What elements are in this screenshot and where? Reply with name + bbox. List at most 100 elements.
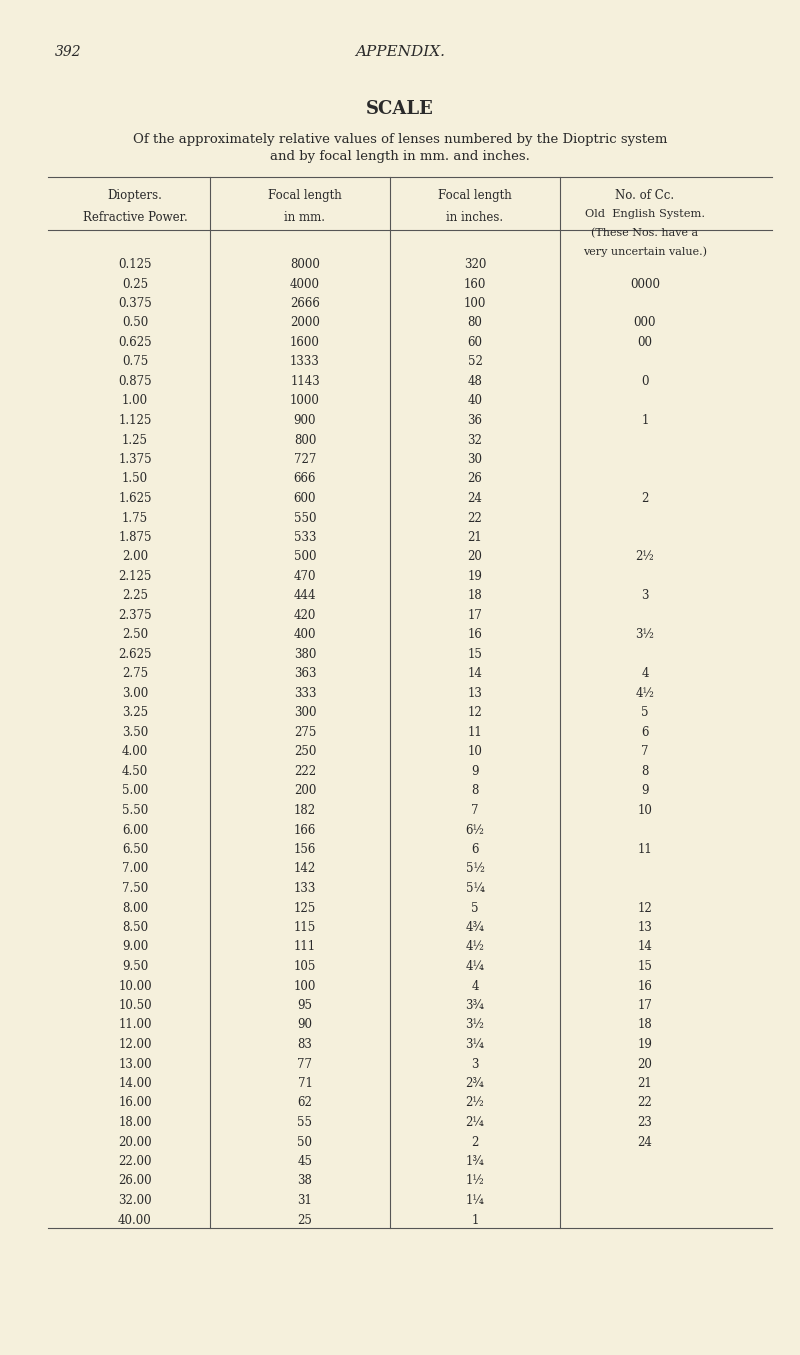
Text: Of the approximately relative values of lenses numbered by the Dioptric system: Of the approximately relative values of … bbox=[133, 133, 667, 146]
Text: 666: 666 bbox=[294, 473, 316, 485]
Text: 1¾: 1¾ bbox=[466, 1154, 484, 1168]
Text: 11: 11 bbox=[468, 726, 482, 738]
Text: 10: 10 bbox=[467, 745, 482, 759]
Text: 20.00: 20.00 bbox=[118, 1135, 152, 1149]
Text: 1½: 1½ bbox=[466, 1175, 484, 1187]
Text: 550: 550 bbox=[294, 511, 316, 524]
Text: 11.00: 11.00 bbox=[118, 1019, 152, 1031]
Text: 533: 533 bbox=[294, 531, 316, 543]
Text: 1.375: 1.375 bbox=[118, 453, 152, 466]
Text: 6: 6 bbox=[471, 843, 478, 856]
Text: 275: 275 bbox=[294, 726, 316, 738]
Text: 2000: 2000 bbox=[290, 317, 320, 329]
Text: 1.50: 1.50 bbox=[122, 473, 148, 485]
Text: 4: 4 bbox=[642, 668, 649, 680]
Text: 26.00: 26.00 bbox=[118, 1175, 152, 1187]
Text: 6: 6 bbox=[642, 726, 649, 738]
Text: 800: 800 bbox=[294, 434, 316, 447]
Text: in inches.: in inches. bbox=[446, 211, 503, 224]
Text: 1600: 1600 bbox=[290, 336, 320, 350]
Text: 2: 2 bbox=[471, 1135, 478, 1149]
Text: 1333: 1333 bbox=[290, 355, 320, 369]
Text: 222: 222 bbox=[294, 766, 316, 778]
Text: 363: 363 bbox=[294, 668, 316, 680]
Text: 3½: 3½ bbox=[466, 1019, 485, 1031]
Text: 13.00: 13.00 bbox=[118, 1057, 152, 1070]
Text: 300: 300 bbox=[294, 706, 316, 720]
Text: 3: 3 bbox=[471, 1057, 478, 1070]
Text: 12.00: 12.00 bbox=[118, 1038, 152, 1051]
Text: 500: 500 bbox=[294, 550, 316, 564]
Text: 100: 100 bbox=[294, 980, 316, 992]
Text: 4½: 4½ bbox=[466, 940, 485, 954]
Text: 25: 25 bbox=[298, 1214, 313, 1226]
Text: 4: 4 bbox=[471, 980, 478, 992]
Text: 5½: 5½ bbox=[466, 863, 485, 875]
Text: 20: 20 bbox=[638, 1057, 653, 1070]
Text: 1: 1 bbox=[642, 415, 649, 427]
Text: 3: 3 bbox=[642, 589, 649, 603]
Text: 2½: 2½ bbox=[466, 1096, 484, 1110]
Text: 1000: 1000 bbox=[290, 394, 320, 408]
Text: 160: 160 bbox=[464, 278, 486, 290]
Text: 9.50: 9.50 bbox=[122, 959, 148, 973]
Text: 182: 182 bbox=[294, 804, 316, 817]
Text: 4000: 4000 bbox=[290, 278, 320, 290]
Text: 2.00: 2.00 bbox=[122, 550, 148, 564]
Text: 7: 7 bbox=[642, 745, 649, 759]
Text: 1.125: 1.125 bbox=[118, 415, 152, 427]
Text: 26: 26 bbox=[467, 473, 482, 485]
Text: 320: 320 bbox=[464, 257, 486, 271]
Text: 00: 00 bbox=[638, 336, 653, 350]
Text: Diopters.: Diopters. bbox=[107, 188, 162, 202]
Text: 7: 7 bbox=[471, 804, 478, 817]
Text: 62: 62 bbox=[298, 1096, 313, 1110]
Text: 0: 0 bbox=[642, 375, 649, 388]
Text: 1.75: 1.75 bbox=[122, 511, 148, 524]
Text: 5: 5 bbox=[471, 901, 478, 915]
Text: 000: 000 bbox=[634, 317, 656, 329]
Text: 31: 31 bbox=[298, 1194, 313, 1207]
Text: 7.50: 7.50 bbox=[122, 882, 148, 896]
Text: 6½: 6½ bbox=[466, 824, 485, 836]
Text: Focal length: Focal length bbox=[268, 188, 342, 202]
Text: 22.00: 22.00 bbox=[118, 1154, 152, 1168]
Text: 470: 470 bbox=[294, 570, 316, 583]
Text: 60: 60 bbox=[467, 336, 482, 350]
Text: 2½: 2½ bbox=[636, 550, 654, 564]
Text: 30: 30 bbox=[467, 453, 482, 466]
Text: in mm.: in mm. bbox=[285, 211, 326, 224]
Text: 600: 600 bbox=[294, 492, 316, 505]
Text: 5¼: 5¼ bbox=[466, 882, 485, 896]
Text: 10.00: 10.00 bbox=[118, 980, 152, 992]
Text: 22: 22 bbox=[468, 511, 482, 524]
Text: 36: 36 bbox=[467, 415, 482, 427]
Text: 115: 115 bbox=[294, 921, 316, 934]
Text: 13: 13 bbox=[467, 687, 482, 701]
Text: 17: 17 bbox=[638, 999, 653, 1012]
Text: 48: 48 bbox=[467, 375, 482, 388]
Text: 14: 14 bbox=[638, 940, 653, 954]
Text: 444: 444 bbox=[294, 589, 316, 603]
Text: 50: 50 bbox=[298, 1135, 313, 1149]
Text: 22: 22 bbox=[638, 1096, 652, 1110]
Text: 5: 5 bbox=[642, 706, 649, 720]
Text: 380: 380 bbox=[294, 648, 316, 661]
Text: 83: 83 bbox=[298, 1038, 313, 1051]
Text: 19: 19 bbox=[467, 570, 482, 583]
Text: 2.125: 2.125 bbox=[118, 570, 152, 583]
Text: 1.00: 1.00 bbox=[122, 394, 148, 408]
Text: 0.50: 0.50 bbox=[122, 317, 148, 329]
Text: 125: 125 bbox=[294, 901, 316, 915]
Text: 16.00: 16.00 bbox=[118, 1096, 152, 1110]
Text: 0000: 0000 bbox=[630, 278, 660, 290]
Text: 38: 38 bbox=[298, 1175, 313, 1187]
Text: 20: 20 bbox=[467, 550, 482, 564]
Text: 1143: 1143 bbox=[290, 375, 320, 388]
Text: No. of Cc.: No. of Cc. bbox=[615, 188, 674, 202]
Text: 55: 55 bbox=[298, 1117, 313, 1129]
Text: 392: 392 bbox=[55, 45, 82, 60]
Text: 12: 12 bbox=[638, 901, 652, 915]
Text: 21: 21 bbox=[468, 531, 482, 543]
Text: 32.00: 32.00 bbox=[118, 1194, 152, 1207]
